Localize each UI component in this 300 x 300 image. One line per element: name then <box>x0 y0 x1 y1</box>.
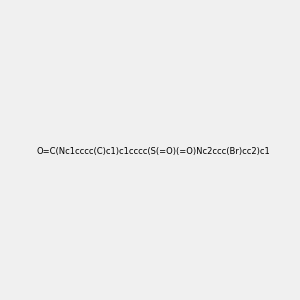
Text: O=C(Nc1cccc(C)c1)c1cccc(S(=O)(=O)Nc2ccc(Br)cc2)c1: O=C(Nc1cccc(C)c1)c1cccc(S(=O)(=O)Nc2ccc(… <box>37 147 271 156</box>
